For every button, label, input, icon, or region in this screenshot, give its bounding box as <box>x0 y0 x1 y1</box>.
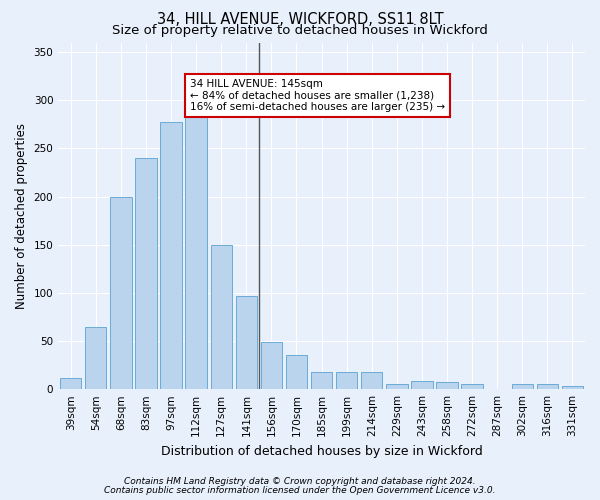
Bar <box>185 110 207 389</box>
Y-axis label: Number of detached properties: Number of detached properties <box>15 123 28 309</box>
Bar <box>85 326 106 389</box>
Bar <box>512 384 533 389</box>
Bar <box>60 378 82 389</box>
Bar <box>311 372 332 389</box>
Text: Contains public sector information licensed under the Open Government Licence v3: Contains public sector information licen… <box>104 486 496 495</box>
Bar <box>436 382 458 389</box>
Bar <box>261 342 282 389</box>
Bar <box>537 384 558 389</box>
Text: 34, HILL AVENUE, WICKFORD, SS11 8LT: 34, HILL AVENUE, WICKFORD, SS11 8LT <box>157 12 443 28</box>
Text: Contains HM Land Registry data © Crown copyright and database right 2024.: Contains HM Land Registry data © Crown c… <box>124 477 476 486</box>
Bar <box>160 122 182 389</box>
X-axis label: Distribution of detached houses by size in Wickford: Distribution of detached houses by size … <box>161 444 482 458</box>
Bar <box>386 384 407 389</box>
Bar <box>361 372 382 389</box>
Bar <box>236 296 257 389</box>
Text: Size of property relative to detached houses in Wickford: Size of property relative to detached ho… <box>112 24 488 37</box>
Text: 34 HILL AVENUE: 145sqm
← 84% of detached houses are smaller (1,238)
16% of semi-: 34 HILL AVENUE: 145sqm ← 84% of detached… <box>190 79 445 112</box>
Bar <box>136 158 157 389</box>
Bar <box>562 386 583 389</box>
Bar <box>336 372 358 389</box>
Bar <box>411 382 433 389</box>
Bar <box>110 196 131 389</box>
Bar <box>286 354 307 389</box>
Bar <box>211 244 232 389</box>
Bar <box>461 384 483 389</box>
